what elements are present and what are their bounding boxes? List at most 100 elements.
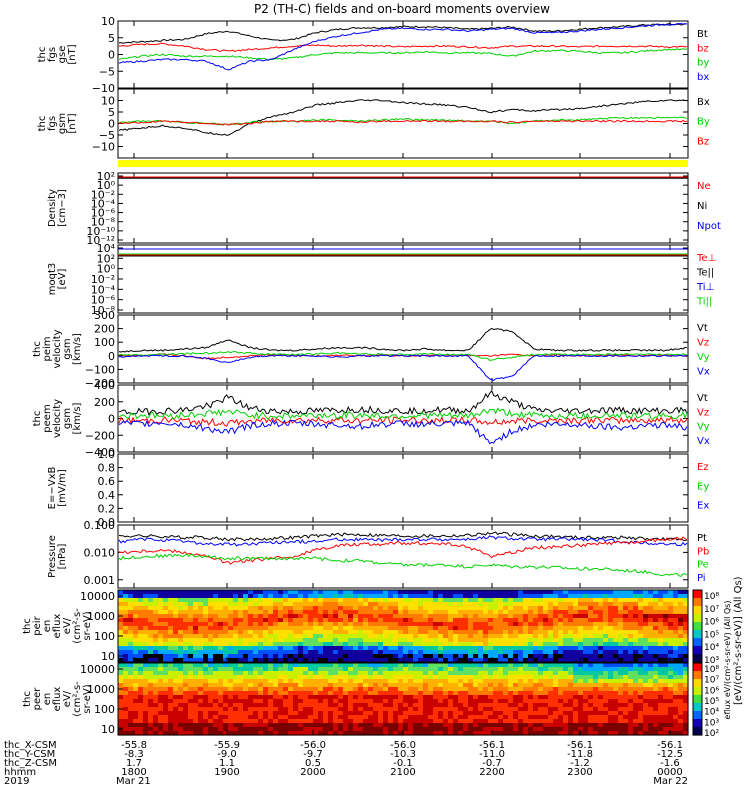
spectrogram-cell [203, 679, 209, 684]
spectrogram-cell [413, 679, 419, 684]
spectrogram-cell [478, 691, 484, 696]
spectrogram-cell [628, 594, 634, 599]
spectrogram-cell [683, 634, 689, 639]
spectrogram-cell [363, 667, 369, 672]
spectrogram-cell [453, 667, 459, 672]
spectrogram-cell [553, 715, 559, 720]
spectrogram-cell [548, 634, 554, 639]
spectrogram-cell [368, 675, 374, 680]
spectrogram-cell [333, 711, 339, 716]
spectrogram-cell [563, 715, 569, 720]
spectrogram-cell [308, 675, 314, 680]
spectrogram-cell [248, 590, 254, 595]
spectrogram-cell [568, 610, 574, 615]
spectrogram-cell [433, 691, 439, 696]
spectrogram-cell [368, 671, 374, 676]
spectrogram-cell [188, 626, 194, 631]
spectrogram-cell [448, 707, 454, 712]
spectrogram-cell [553, 707, 559, 712]
spectrogram-cell [323, 723, 329, 728]
spectrogram-cell [128, 626, 134, 631]
spectrogram-cell [518, 695, 524, 700]
spectrogram-cell [288, 602, 294, 607]
spectrogram-cell [143, 650, 149, 655]
spectrogram-cell [358, 606, 364, 611]
spectrogram-cell [398, 630, 404, 635]
spectrogram-cell [453, 622, 459, 627]
spectrogram-cell [538, 727, 544, 732]
spectrogram-cell [163, 687, 169, 692]
spectrogram-cell [333, 671, 339, 676]
spectrogram-cell [663, 707, 669, 712]
spectrogram-cell [518, 622, 524, 627]
spectrogram-cell [478, 703, 484, 708]
spectrogram-cell [488, 715, 494, 720]
spectrogram-cell [518, 638, 524, 643]
spectrogram-cell [143, 715, 149, 720]
spectrogram-cell [503, 719, 509, 724]
spectrogram-cell [203, 695, 209, 700]
spectrogram-cell [548, 650, 554, 655]
spectrogram-cell [583, 699, 589, 704]
spectrogram-cell [568, 594, 574, 599]
spectrogram-cell [538, 638, 544, 643]
spectrogram-cell [303, 590, 309, 595]
spectrogram-cell [683, 675, 689, 680]
spectrogram-cell [563, 646, 569, 651]
spectrogram-cell [343, 683, 349, 688]
spectrogram-cell [593, 658, 599, 663]
spectrogram-cell [528, 650, 534, 655]
spectrogram-cell [448, 606, 454, 611]
spectrogram-cell [208, 654, 214, 659]
spectrogram-cell [248, 654, 254, 659]
spectrogram-cell [268, 667, 274, 672]
spectrogram-cell [123, 699, 129, 704]
spectrogram-cell [583, 691, 589, 696]
spectrogram-cell [268, 618, 274, 623]
spectrogram-cell [273, 719, 279, 724]
spectrogram-cell [658, 675, 664, 680]
spectrogram-cell [573, 610, 579, 615]
spectrogram-cell [653, 610, 659, 615]
spectrogram-cell [353, 594, 359, 599]
spectrogram-cell [583, 711, 589, 716]
spectrogram-cell [603, 626, 609, 631]
spectrogram-cell [528, 642, 534, 647]
spectrogram-cell [273, 723, 279, 728]
spectrogram-cell [648, 675, 654, 680]
axis-row-value: -9.0 [217, 749, 237, 760]
spectrogram-cell [223, 711, 229, 716]
spectrogram-cell [353, 731, 359, 736]
spectrogram-cell [168, 663, 174, 668]
spectrogram-cell [643, 675, 649, 680]
spectrogram-cell [413, 683, 419, 688]
y-tick-label: 200 [94, 323, 115, 336]
spectrogram-cell [618, 707, 624, 712]
spectrogram-cell [573, 598, 579, 603]
spectrogram-cell [503, 626, 509, 631]
spectrogram-cell [223, 614, 229, 619]
spectrogram-cell [663, 719, 669, 724]
spectrogram-cell [318, 614, 324, 619]
y-axis-label: thc peer en eflux eV/(cm²-s-sr-eV) [22, 681, 93, 717]
spectrogram-cell [148, 626, 154, 631]
spectrogram-cell [238, 638, 244, 643]
spectrogram-cell [263, 622, 269, 627]
y-label-text: Density [47, 189, 58, 227]
spectrogram-cell [478, 707, 484, 712]
spectrogram-cell [483, 699, 489, 704]
spectrogram-cell [253, 614, 259, 619]
spectrogram-cell [313, 646, 319, 651]
spectrogram-cell [163, 723, 169, 728]
spectrogram-cell [333, 658, 339, 663]
spectrogram-cell [388, 719, 394, 724]
spectrogram-cell [478, 719, 484, 724]
spectrogram-cell [328, 626, 334, 631]
spectrogram-cell [253, 731, 259, 736]
y-label-text: fgs [47, 116, 58, 131]
spectrogram-cell [513, 602, 519, 607]
spectrogram-cell [683, 715, 689, 720]
spectrogram-cell [498, 658, 504, 663]
y-tick-label: −200 [85, 377, 115, 390]
spectrogram-cell [138, 687, 144, 692]
